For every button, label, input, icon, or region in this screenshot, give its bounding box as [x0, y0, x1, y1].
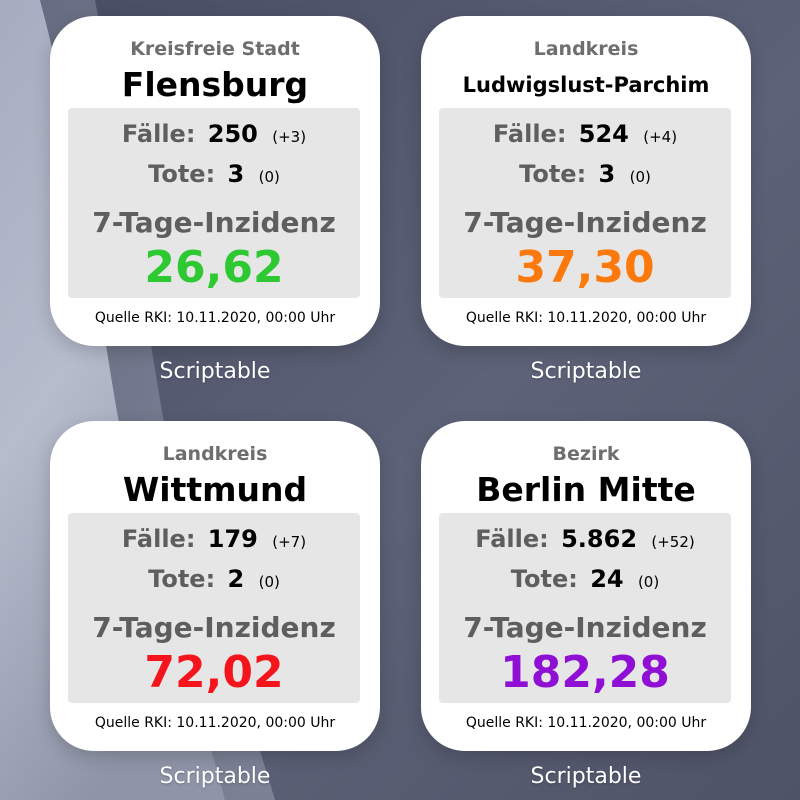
deaths-row: Tote: 3 (0) [439, 160, 731, 188]
deaths-label: Tote: [148, 565, 216, 593]
deaths-label: Tote: [510, 565, 578, 593]
deaths-value: 2 [227, 565, 245, 593]
source-note: Quelle RKI: 10.11.2020, 00:00 Uhr [465, 310, 707, 326]
deaths-value: 3 [227, 160, 245, 188]
cases-value: 250 [207, 120, 258, 148]
stats-panel: Fälle: 179 (+7) Tote: 2 (0) 7-Tage-Inzid… [68, 513, 360, 703]
app-label: Scriptable [159, 359, 271, 384]
incidence-value: 26,62 [144, 242, 284, 293]
source-note: Quelle RKI: 10.11.2020, 00:00 Uhr [465, 715, 707, 731]
region-name: Wittmund [122, 470, 308, 509]
incidence-value: 37,30 [515, 242, 655, 293]
deaths-delta: (0) [629, 168, 651, 186]
region-type: Kreisfreie Stadt [130, 38, 300, 60]
source-note: Quelle RKI: 10.11.2020, 00:00 Uhr [94, 715, 336, 731]
cases-row: Fälle: 524 (+4) [439, 120, 731, 148]
deaths-delta: (0) [258, 573, 280, 591]
app-label: Scriptable [530, 764, 642, 789]
stats-panel: Fälle: 250 (+3) Tote: 3 (0) 7-Tage-Inzid… [68, 108, 360, 298]
region-type: Landkreis [533, 38, 639, 60]
widget-flensburg[interactable]: Kreisfreie Stadt Flensburg Fälle: 250 (+… [50, 16, 380, 346]
deaths-row: Tote: 2 (0) [68, 565, 360, 593]
deaths-label: Tote: [519, 160, 587, 188]
stats-panel: Fälle: 524 (+4) Tote: 3 (0) 7-Tage-Inzid… [439, 108, 731, 298]
cases-value: 179 [207, 525, 258, 553]
region-type: Bezirk [552, 443, 620, 465]
deaths-label: Tote: [148, 160, 216, 188]
deaths-delta: (0) [637, 573, 660, 591]
cases-value: 5.862 [561, 525, 638, 553]
widget-ludwigslust-parchim[interactable]: Landkreis Ludwigslust-Parchim Fälle: 524… [421, 16, 751, 346]
cases-delta: (+52) [651, 533, 695, 551]
incidence-value: 182,28 [500, 647, 670, 698]
source-note: Quelle RKI: 10.11.2020, 00:00 Uhr [94, 310, 336, 326]
cases-label: Fälle: [121, 120, 196, 148]
incidence-label: 7-Tage-Inzidenz [92, 611, 336, 644]
app-label: Scriptable [159, 764, 271, 789]
cases-delta: (+3) [272, 128, 307, 146]
widget-berlin-mitte[interactable]: Bezirk Berlin Mitte Fälle: 5.862 (+52) T… [421, 421, 751, 751]
region-name: Berlin Mitte [476, 470, 696, 509]
cases-row: Fälle: 5.862 (+52) [439, 525, 731, 553]
deaths-row: Tote: 3 (0) [68, 160, 360, 188]
region-name: Flensburg [121, 65, 309, 104]
stats-panel: Fälle: 5.862 (+52) Tote: 24 (0) 7-Tage-I… [439, 513, 731, 703]
cases-row: Fälle: 250 (+3) [68, 120, 360, 148]
incidence-value: 72,02 [144, 647, 284, 698]
incidence-label: 7-Tage-Inzidenz [463, 206, 707, 239]
incidence-label: 7-Tage-Inzidenz [92, 206, 336, 239]
region-type: Landkreis [162, 443, 268, 465]
cases-delta: (+4) [643, 128, 678, 146]
deaths-row: Tote: 24 (0) [439, 565, 731, 593]
cases-label: Fälle: [121, 525, 196, 553]
app-label: Scriptable [530, 359, 642, 384]
cases-value: 524 [578, 120, 629, 148]
deaths-delta: (0) [258, 168, 280, 186]
deaths-value: 24 [590, 565, 624, 593]
deaths-value: 3 [598, 160, 616, 188]
cases-label: Fälle: [475, 525, 549, 553]
cases-delta: (+7) [272, 533, 307, 551]
cases-label: Fälle: [492, 120, 567, 148]
widget-wittmund[interactable]: Landkreis Wittmund Fälle: 179 (+7) Tote:… [50, 421, 380, 751]
region-name: Ludwigslust-Parchim [462, 73, 710, 97]
cases-row: Fälle: 179 (+7) [68, 525, 360, 553]
incidence-label: 7-Tage-Inzidenz [463, 611, 707, 644]
